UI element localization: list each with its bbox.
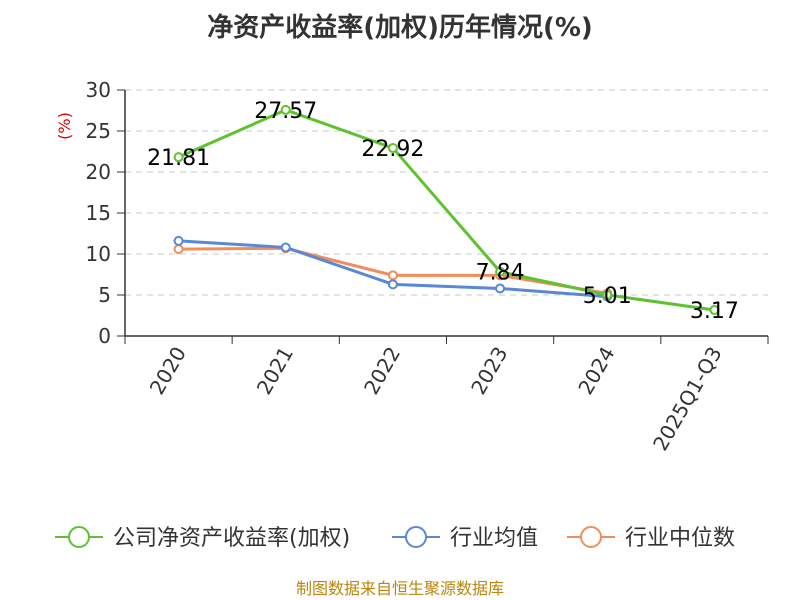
legend-marker	[580, 526, 602, 548]
data-label: 27.57	[254, 99, 317, 124]
data-label: 3.17	[690, 299, 739, 324]
data-point	[709, 305, 720, 316]
legend-label: 公司净资产收益率(加权)	[113, 526, 350, 551]
x-tick-label: 2025Q1-Q3	[648, 343, 727, 455]
y-tick-label: 30	[86, 78, 111, 102]
data-point	[387, 270, 398, 281]
data-point	[280, 104, 291, 115]
data-point	[495, 283, 506, 294]
y-tick-label: 15	[86, 201, 111, 225]
y-tick-label: 10	[86, 242, 111, 266]
legend-label: 行业均值	[450, 526, 538, 551]
legend-marker	[405, 526, 427, 548]
x-tick-label: 2021	[252, 343, 298, 399]
data-point	[280, 242, 291, 253]
axes: 0 5 10 15 20 25 30 2020 2021 2022 2023 2024 2025Q1-Q…	[86, 78, 769, 455]
legend-label: 行业中位数	[625, 526, 735, 551]
y-tick-label: 25	[86, 119, 111, 143]
data-labels: 21.81 27.57 22.92 7.84 5.01 3.17	[147, 99, 739, 324]
legend-marker	[68, 526, 90, 548]
data-label: 7.84	[476, 261, 525, 286]
grid-lines	[125, 89, 768, 296]
data-point	[387, 279, 398, 290]
data-point	[173, 244, 184, 255]
y-tick-label: 5	[98, 283, 111, 307]
data-label: 21.81	[147, 146, 210, 171]
y-axis-label: (%)	[55, 112, 74, 140]
data-label: 22.92	[361, 137, 424, 162]
x-tick-label: 2024	[573, 343, 619, 399]
x-tick-label: 2020	[145, 343, 191, 399]
data-label: 5.01	[583, 284, 632, 309]
series-lines	[173, 104, 720, 316]
source-note: 制图数据来自恒生聚源数据库	[296, 579, 504, 598]
x-tick-label: 2023	[466, 343, 512, 399]
chart-title: 净资产收益率(加权)历年情况(%)	[207, 12, 593, 43]
legend: 公司净资产收益率(加权) 行业均值 行业中位数	[55, 526, 735, 551]
x-tick-label: 2022	[359, 343, 405, 399]
y-tick-label: 20	[86, 160, 111, 184]
data-point	[495, 266, 506, 277]
series-line	[177, 108, 715, 312]
data-point	[173, 152, 184, 163]
data-point	[602, 289, 613, 300]
y-tick-label: 0	[98, 324, 111, 348]
data-point	[173, 235, 184, 246]
data-point	[387, 143, 398, 154]
